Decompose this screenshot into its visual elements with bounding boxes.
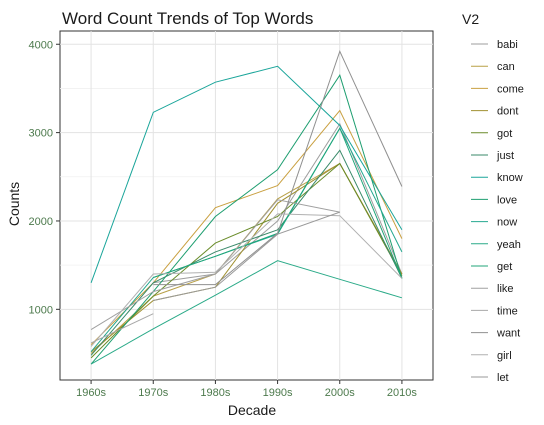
series-line-yeah bbox=[90, 260, 403, 365]
y-axis-title: Counts bbox=[6, 182, 22, 226]
x-tick-label: 1960s bbox=[76, 387, 106, 399]
series-line-let bbox=[153, 211, 340, 301]
series-line-babi bbox=[153, 122, 403, 284]
legend-label-time: time bbox=[497, 305, 518, 317]
chart-title: Word Count Trends of Top Words bbox=[62, 9, 313, 28]
legend-label-can: can bbox=[497, 61, 515, 73]
x-tick-label: 1980s bbox=[200, 387, 230, 399]
panel-border bbox=[59, 30, 434, 381]
series-line-got bbox=[90, 162, 403, 359]
x-axis-ticks: 1960s 1970s 1980s 1990s 2000s 2010s bbox=[76, 380, 417, 399]
legend-label-yeah: yeah bbox=[497, 239, 521, 251]
series-line-just bbox=[90, 149, 403, 356]
y-tick-label: 4000 bbox=[29, 39, 53, 51]
y-axis-ticks: 1000 2000 3000 4000 bbox=[29, 39, 60, 316]
x-axis-title: Decade bbox=[228, 402, 276, 418]
legend-label-get: get bbox=[497, 261, 512, 273]
x-tick-label: 1990s bbox=[263, 387, 293, 399]
series-line-know bbox=[90, 65, 403, 283]
legend-title: V2 bbox=[462, 11, 479, 27]
legend-label-dont: dont bbox=[497, 106, 518, 118]
series-line-love bbox=[90, 74, 403, 365]
legend-label-let: let bbox=[497, 372, 509, 384]
x-tick-label: 2000s bbox=[325, 387, 355, 399]
y-tick-label: 3000 bbox=[29, 128, 53, 140]
legend-label-want: want bbox=[496, 328, 520, 340]
legend: V2 babi can come dont got just know love now yeah… bbox=[462, 11, 524, 384]
legend-label-just: just bbox=[496, 150, 514, 162]
series-line-want bbox=[153, 49, 403, 286]
y-tick-label: 2000 bbox=[29, 216, 53, 228]
legend-label-girl: girl bbox=[497, 350, 512, 362]
series-line-girl bbox=[90, 213, 403, 347]
y-tick-label: 1000 bbox=[29, 304, 53, 316]
legend-label-love: love bbox=[497, 194, 517, 206]
legend-label-come: come bbox=[497, 83, 524, 95]
legend-label-got: got bbox=[497, 128, 512, 140]
legend-label-babi: babi bbox=[497, 39, 518, 51]
x-tick-label: 2010s bbox=[387, 387, 417, 399]
series-line-time bbox=[90, 313, 154, 344]
plot-panel bbox=[59, 30, 434, 381]
series-lines bbox=[90, 49, 403, 365]
legend-label-know: know bbox=[497, 172, 523, 184]
legend-label-now: now bbox=[497, 217, 517, 229]
x-tick-label: 1970s bbox=[138, 387, 168, 399]
series-line-come bbox=[90, 109, 403, 346]
series-line-like bbox=[90, 199, 340, 331]
legend-label-like: like bbox=[497, 283, 514, 295]
